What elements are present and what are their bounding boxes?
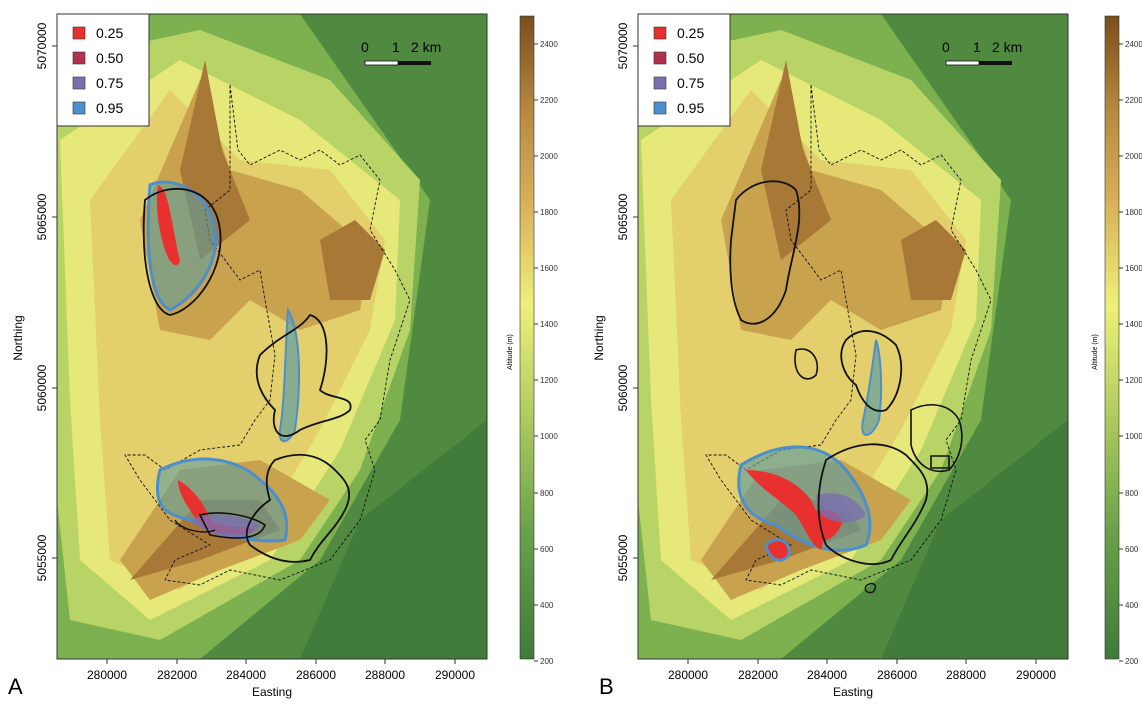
y-axis: 5055000 5060000 5065000 5070000 Northing xyxy=(11,22,58,581)
colorbar-tick-label: 2200 xyxy=(540,96,558,105)
colorbar-tick-label: 800 xyxy=(540,489,554,498)
legend-label-1: 0.25 xyxy=(96,25,123,41)
x-tick-label: 288000 xyxy=(365,668,405,682)
x-tick-label: 282000 xyxy=(738,668,778,682)
y-axis-title: Northing xyxy=(592,315,606,360)
colorbar-tick-label: 600 xyxy=(540,545,554,554)
legend-label-1: 0.25 xyxy=(677,25,704,41)
colorbar-tick-label: 1200 xyxy=(1125,376,1142,385)
legend-swatch-2 xyxy=(653,51,667,65)
x-tick-label: 286000 xyxy=(877,668,917,682)
colorbar-tick-label: 1600 xyxy=(540,264,558,273)
map-figure-a: 0.25 0.50 0.75 0.95 0 1 2 km 280000 xyxy=(8,13,558,699)
legend-swatch-1 xyxy=(72,26,86,40)
scale-label-0: 0 xyxy=(942,39,950,55)
colorbar-tick-label: 1800 xyxy=(540,208,558,217)
y-tick-label: 5070000 xyxy=(616,22,630,69)
y-tick-label: 5060000 xyxy=(616,364,630,411)
home-range-layer xyxy=(729,180,963,594)
legend-label-2: 0.50 xyxy=(96,50,123,66)
map-figure-b: 0.25 0.50 0.75 0.95 0 1 2 km 280000 xyxy=(592,13,1142,699)
colorbar-tick-label: 1400 xyxy=(540,320,558,329)
legend-label-4: 0.95 xyxy=(96,100,123,116)
panel-letter: A xyxy=(8,674,23,699)
colorbar-tick-label: 2000 xyxy=(1125,152,1142,161)
y-tick-label: 5060000 xyxy=(35,364,49,411)
legend-label-3: 0.75 xyxy=(677,75,704,91)
map-panel-b: 0.25 0.50 0.75 0.95 0 1 2 km 280000 xyxy=(581,0,1142,702)
x-tick-label: 284000 xyxy=(226,668,266,682)
legend-swatch-3 xyxy=(653,76,667,90)
altitude-colorbar: 200 400 600 800 1000 1200 1400 1600 1800… xyxy=(1092,15,1142,666)
colorbar-title: Altitude (m) xyxy=(1092,334,1099,370)
map-panel-a: 0.25 0.50 0.75 0.95 0 1 2 km 280000 xyxy=(0,0,571,702)
study-area-boundary xyxy=(705,84,992,586)
colorbar-tick-label: 2000 xyxy=(540,152,558,161)
colorbar-tick-label: 1400 xyxy=(1125,320,1142,329)
legend-swatch-4 xyxy=(653,101,667,115)
x-axis-title: Easting xyxy=(833,685,873,699)
legend: 0.25 0.50 0.75 0.95 xyxy=(637,13,731,127)
y-axis-title: Northing xyxy=(11,315,25,360)
study-area-boundary xyxy=(124,84,411,586)
x-axis: 280000 282000 284000 286000 288000 29000… xyxy=(666,658,1066,699)
y-tick-label: 5065000 xyxy=(616,193,630,240)
legend-swatch-3 xyxy=(72,76,86,90)
altitude-colorbar: 200 400 600 800 1000 1200 1400 1600 1800… xyxy=(507,15,558,666)
y-tick-label: 5070000 xyxy=(35,22,49,69)
x-tick-label: 286000 xyxy=(296,668,336,682)
legend: 0.25 0.50 0.75 0.95 xyxy=(56,13,150,127)
x-tick-label: 290000 xyxy=(435,668,475,682)
colorbar-tick-label: 1800 xyxy=(1125,208,1142,217)
scale-label-1: 1 xyxy=(392,39,400,55)
colorbar-tick-label: 2400 xyxy=(540,40,558,49)
terrain-layer xyxy=(638,14,1068,659)
y-tick-label: 5065000 xyxy=(35,193,49,240)
colorbar-tick-label: 400 xyxy=(540,601,554,610)
x-tick-label: 280000 xyxy=(87,668,127,682)
y-axis: 5055000 5060000 5065000 5070000 Northing xyxy=(592,22,639,581)
legend-swatch-1 xyxy=(653,26,667,40)
x-tick-label: 282000 xyxy=(157,668,197,682)
scale-bar: 0 1 2 km xyxy=(361,39,441,66)
scale-bar: 0 1 2 km xyxy=(942,39,1022,66)
colorbar-tick-label: 200 xyxy=(1125,657,1139,666)
x-tick-label: 288000 xyxy=(946,668,986,682)
colorbar-tick-label: 600 xyxy=(1125,545,1139,554)
colorbar-tick-label: 400 xyxy=(1125,601,1139,610)
y-tick-label: 5055000 xyxy=(35,534,49,581)
scale-label-0: 0 xyxy=(361,39,369,55)
scale-label-2: 2 km xyxy=(411,39,441,55)
legend-label-2: 0.50 xyxy=(677,50,704,66)
legend-swatch-4 xyxy=(72,101,86,115)
colorbar-tick-label: 2400 xyxy=(1125,40,1142,49)
colorbar-tick-label: 800 xyxy=(1125,489,1139,498)
y-tick-label: 5055000 xyxy=(616,534,630,581)
x-tick-label: 280000 xyxy=(668,668,708,682)
colorbar-tick-label: 1000 xyxy=(1125,432,1142,441)
scale-label-1: 1 xyxy=(973,39,981,55)
x-axis: 280000 282000 284000 286000 288000 29000… xyxy=(85,658,485,699)
colorbar-tick-label: 1200 xyxy=(540,376,558,385)
home-range-layer xyxy=(142,180,352,563)
x-axis-title: Easting xyxy=(252,685,292,699)
legend-label-4: 0.95 xyxy=(677,100,704,116)
colorbar-tick-label: 2200 xyxy=(1125,96,1142,105)
colorbar-tick-label: 1600 xyxy=(1125,264,1142,273)
x-tick-label: 290000 xyxy=(1016,668,1056,682)
legend-label-3: 0.75 xyxy=(96,75,123,91)
panel-letter: B xyxy=(599,674,614,699)
colorbar-tick-label: 200 xyxy=(540,657,554,666)
legend-swatch-2 xyxy=(72,51,86,65)
x-tick-label: 284000 xyxy=(807,668,847,682)
scale-label-2: 2 km xyxy=(992,39,1022,55)
colorbar-tick-label: 1000 xyxy=(540,432,558,441)
colorbar-title: Altitude (m) xyxy=(507,334,514,370)
